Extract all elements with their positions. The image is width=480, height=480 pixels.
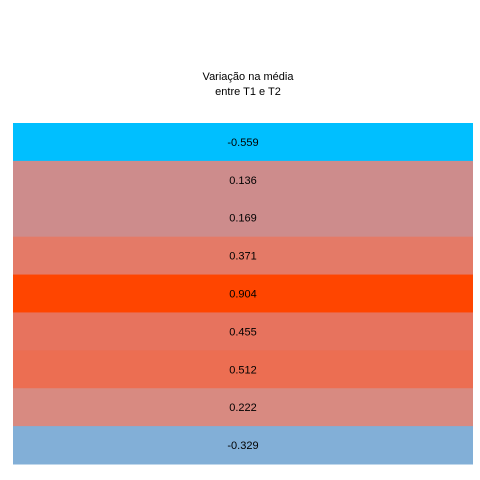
heatmap-cell-label-9: -0.329 xyxy=(227,440,258,452)
chart-title-line-1: Variação na média xyxy=(202,71,294,83)
heatmap-cell-7 xyxy=(13,350,473,389)
heatmap-cell-6 xyxy=(13,312,473,351)
heatmap-cell-label-4: 0.371 xyxy=(229,251,257,263)
heatmap-cell-5 xyxy=(13,274,473,313)
chart-title: Variação na média entre T1 e T2 xyxy=(0,70,480,100)
heatmap-cell-label-2: 0.136 xyxy=(229,175,257,187)
heatmap-cell-4 xyxy=(13,236,473,276)
heatmap-cell-label-3: 0.169 xyxy=(229,213,257,225)
heatmap-cell-3 xyxy=(13,198,473,238)
heatmap-cell-label-6: 0.455 xyxy=(229,326,257,338)
heatmap-cell-9 xyxy=(13,426,473,465)
heatmap-cell-label-1: -0.559 xyxy=(227,137,258,149)
heatmap-cell-2 xyxy=(13,160,473,200)
chart-title-line-2: entre T1 e T2 xyxy=(215,86,281,98)
heatmap-cell-label-5: 0.904 xyxy=(229,289,257,301)
heatmap-cell-label-8: 0.222 xyxy=(229,402,257,414)
heatmap-cell-1 xyxy=(13,123,473,162)
heatmap-cell-label-7: 0.512 xyxy=(229,364,257,376)
heatmap-cell-8 xyxy=(13,388,473,427)
